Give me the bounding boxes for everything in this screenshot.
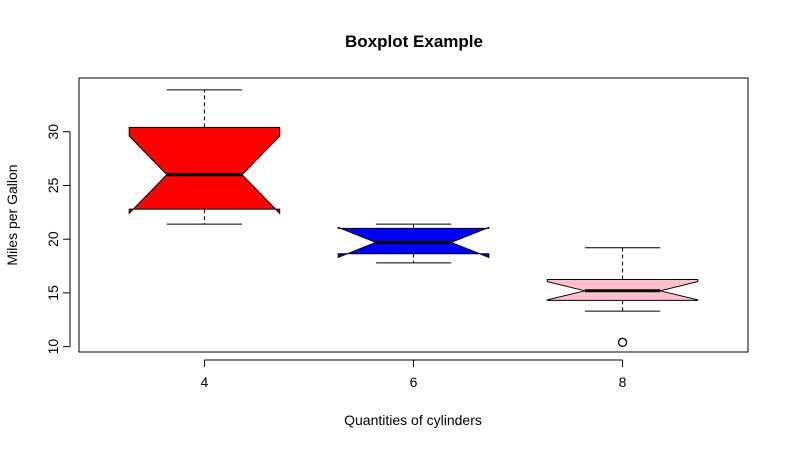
x-tick-label-8: 8 — [619, 374, 627, 390]
y-tick-label-30: 30 — [45, 124, 61, 140]
box-group-6 — [337, 223, 490, 264]
y-tick-label-25: 25 — [45, 177, 61, 193]
boxes-layer — [128, 89, 699, 347]
chart-title: Boxplot Example — [345, 32, 483, 51]
x-axis: 4 6 8 — [201, 359, 627, 390]
box-group-8 — [546, 247, 699, 347]
y-axis: 10 15 20 25 30 — [45, 124, 71, 355]
plot-frame — [78, 77, 749, 353]
y-axis-label: Miles per Gallon — [4, 164, 20, 265]
box-4 — [128, 126, 281, 215]
x-tick-label-6: 6 — [410, 374, 418, 390]
x-axis-label: Quantities of cylinders — [344, 412, 482, 428]
y-tick-label-15: 15 — [45, 285, 61, 301]
outlier-point-8-0 — [617, 337, 628, 347]
box-group-4 — [128, 89, 281, 225]
y-tick-label-20: 20 — [45, 231, 61, 247]
y-tick-label-10: 10 — [45, 339, 61, 355]
x-tick-label-4: 4 — [201, 374, 209, 390]
